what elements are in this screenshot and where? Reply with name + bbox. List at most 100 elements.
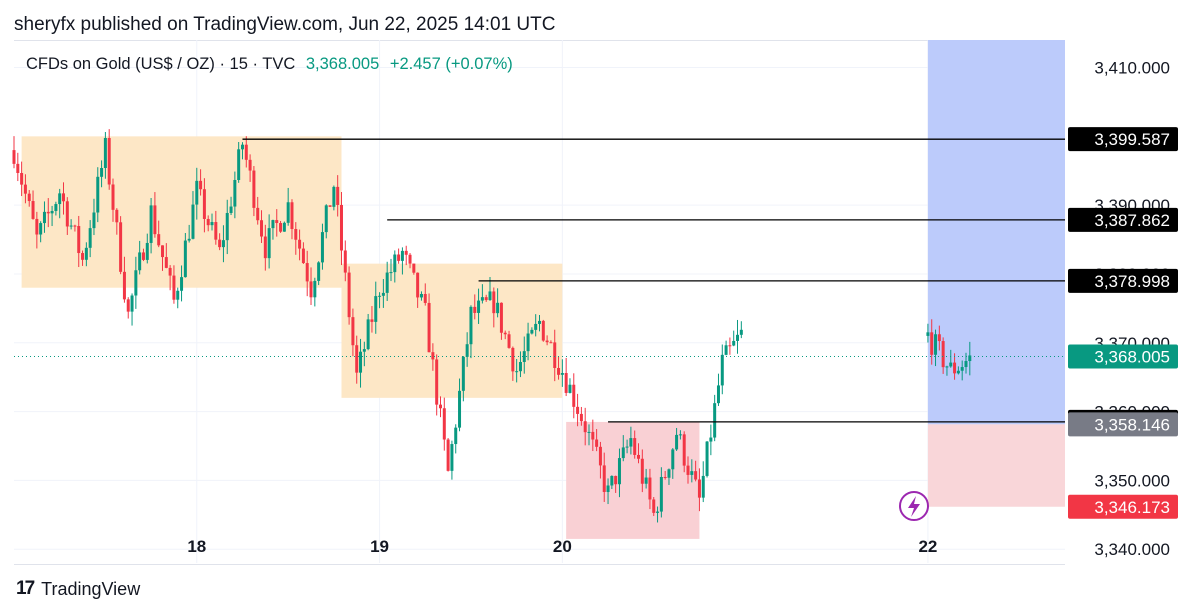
candle-body xyxy=(88,228,92,248)
candle-body xyxy=(279,223,283,232)
chart-frame xyxy=(14,40,1065,565)
candle-body xyxy=(934,334,938,355)
candle-body xyxy=(454,427,458,445)
candle-body xyxy=(381,292,385,296)
candle-body xyxy=(579,413,583,422)
candle-body xyxy=(488,291,492,301)
price-tick-label: 3,350.000 xyxy=(1094,471,1170,490)
candle-body xyxy=(526,333,530,352)
candle-body xyxy=(282,222,286,232)
candle-body xyxy=(412,263,416,273)
price-label-text: 3,358.146 xyxy=(1094,415,1170,434)
candle-body xyxy=(374,296,378,322)
candle-body xyxy=(244,144,248,160)
candle-body xyxy=(256,207,260,221)
candle-body xyxy=(225,212,229,241)
candle-body xyxy=(473,306,477,313)
candle-body xyxy=(351,317,355,346)
target-area xyxy=(927,40,1065,425)
candle-body xyxy=(724,345,728,355)
price-label: 3,399.587 xyxy=(1068,127,1178,152)
candle-body xyxy=(73,225,77,227)
candle-body xyxy=(694,471,698,480)
candle-body xyxy=(602,465,606,492)
candle-body xyxy=(161,245,165,258)
candle-body xyxy=(96,176,100,213)
price-label: 3,346.173 xyxy=(1068,494,1178,519)
candle-body xyxy=(713,403,717,438)
candle-body xyxy=(149,205,153,243)
lightning-icon[interactable] xyxy=(899,491,929,521)
candle-body xyxy=(477,300,481,313)
candle-body xyxy=(945,366,949,368)
candle-body xyxy=(461,356,465,391)
candle-body xyxy=(968,355,972,362)
candle-body xyxy=(233,179,237,207)
candle-body xyxy=(332,186,336,207)
candle-body xyxy=(81,253,85,260)
candle-body xyxy=(606,485,610,492)
publication-info: sheryfx published on TradingView.com, Ju… xyxy=(14,14,556,35)
candle-body xyxy=(92,212,96,229)
candle-body xyxy=(656,511,660,513)
tradingview-logo-icon: 17 xyxy=(16,578,35,599)
candle-body xyxy=(930,332,934,355)
candle-body xyxy=(469,306,473,345)
candle-body xyxy=(530,329,534,334)
candle-body xyxy=(926,332,930,336)
candle-body xyxy=(621,447,625,459)
candle-body xyxy=(732,340,736,346)
candle-body xyxy=(58,193,62,205)
candle-body xyxy=(23,184,27,194)
candle-body xyxy=(187,238,191,241)
candle-body xyxy=(431,352,435,360)
candle-body xyxy=(164,257,168,268)
candle-body xyxy=(953,362,957,374)
candle-body xyxy=(644,477,648,484)
candle-body xyxy=(339,204,343,251)
candle-body xyxy=(598,446,602,466)
candle-body xyxy=(964,361,968,368)
candle-body xyxy=(237,149,241,180)
candle-body xyxy=(484,297,488,301)
price-label-bg xyxy=(1068,494,1178,519)
candle-body xyxy=(336,186,340,205)
candle-body xyxy=(652,499,656,513)
price-label-bg xyxy=(1068,344,1178,369)
candle-body xyxy=(157,234,161,246)
candle-body xyxy=(50,210,54,214)
candle-body xyxy=(199,180,203,190)
candle-body xyxy=(736,334,740,341)
footer: 17 TradingView xyxy=(16,578,140,600)
candle-body xyxy=(370,319,374,322)
candle-body xyxy=(115,209,119,223)
candle-body xyxy=(583,421,587,433)
price-change: +2.457 (+0.07%) xyxy=(389,55,513,73)
candle-body xyxy=(659,476,663,512)
candle-body xyxy=(568,384,572,393)
candle-body xyxy=(260,220,264,237)
candle-body xyxy=(27,193,31,202)
candle-body xyxy=(442,408,446,440)
price-label-bg xyxy=(1068,207,1178,232)
candle-body xyxy=(290,202,294,230)
candle-body xyxy=(610,475,614,486)
candle-body xyxy=(385,272,389,293)
candle-body xyxy=(111,184,115,210)
candle-body xyxy=(625,446,629,448)
candle-body xyxy=(640,458,644,484)
candle-body xyxy=(686,465,690,475)
candle-body xyxy=(549,342,553,344)
candle-body xyxy=(522,351,526,362)
candle-body xyxy=(107,138,111,185)
candle-body xyxy=(960,367,964,371)
price-label-bg xyxy=(1068,127,1178,152)
candle-body xyxy=(62,193,66,202)
candle-body xyxy=(671,449,675,470)
candle-body xyxy=(511,347,515,372)
candle-body xyxy=(343,250,347,273)
symbol-title: CFDs on Gold (US$ / OZ) · 15 · TVC xyxy=(26,55,296,73)
candle-body xyxy=(191,204,195,239)
time-tick-label: 20 xyxy=(553,537,572,556)
